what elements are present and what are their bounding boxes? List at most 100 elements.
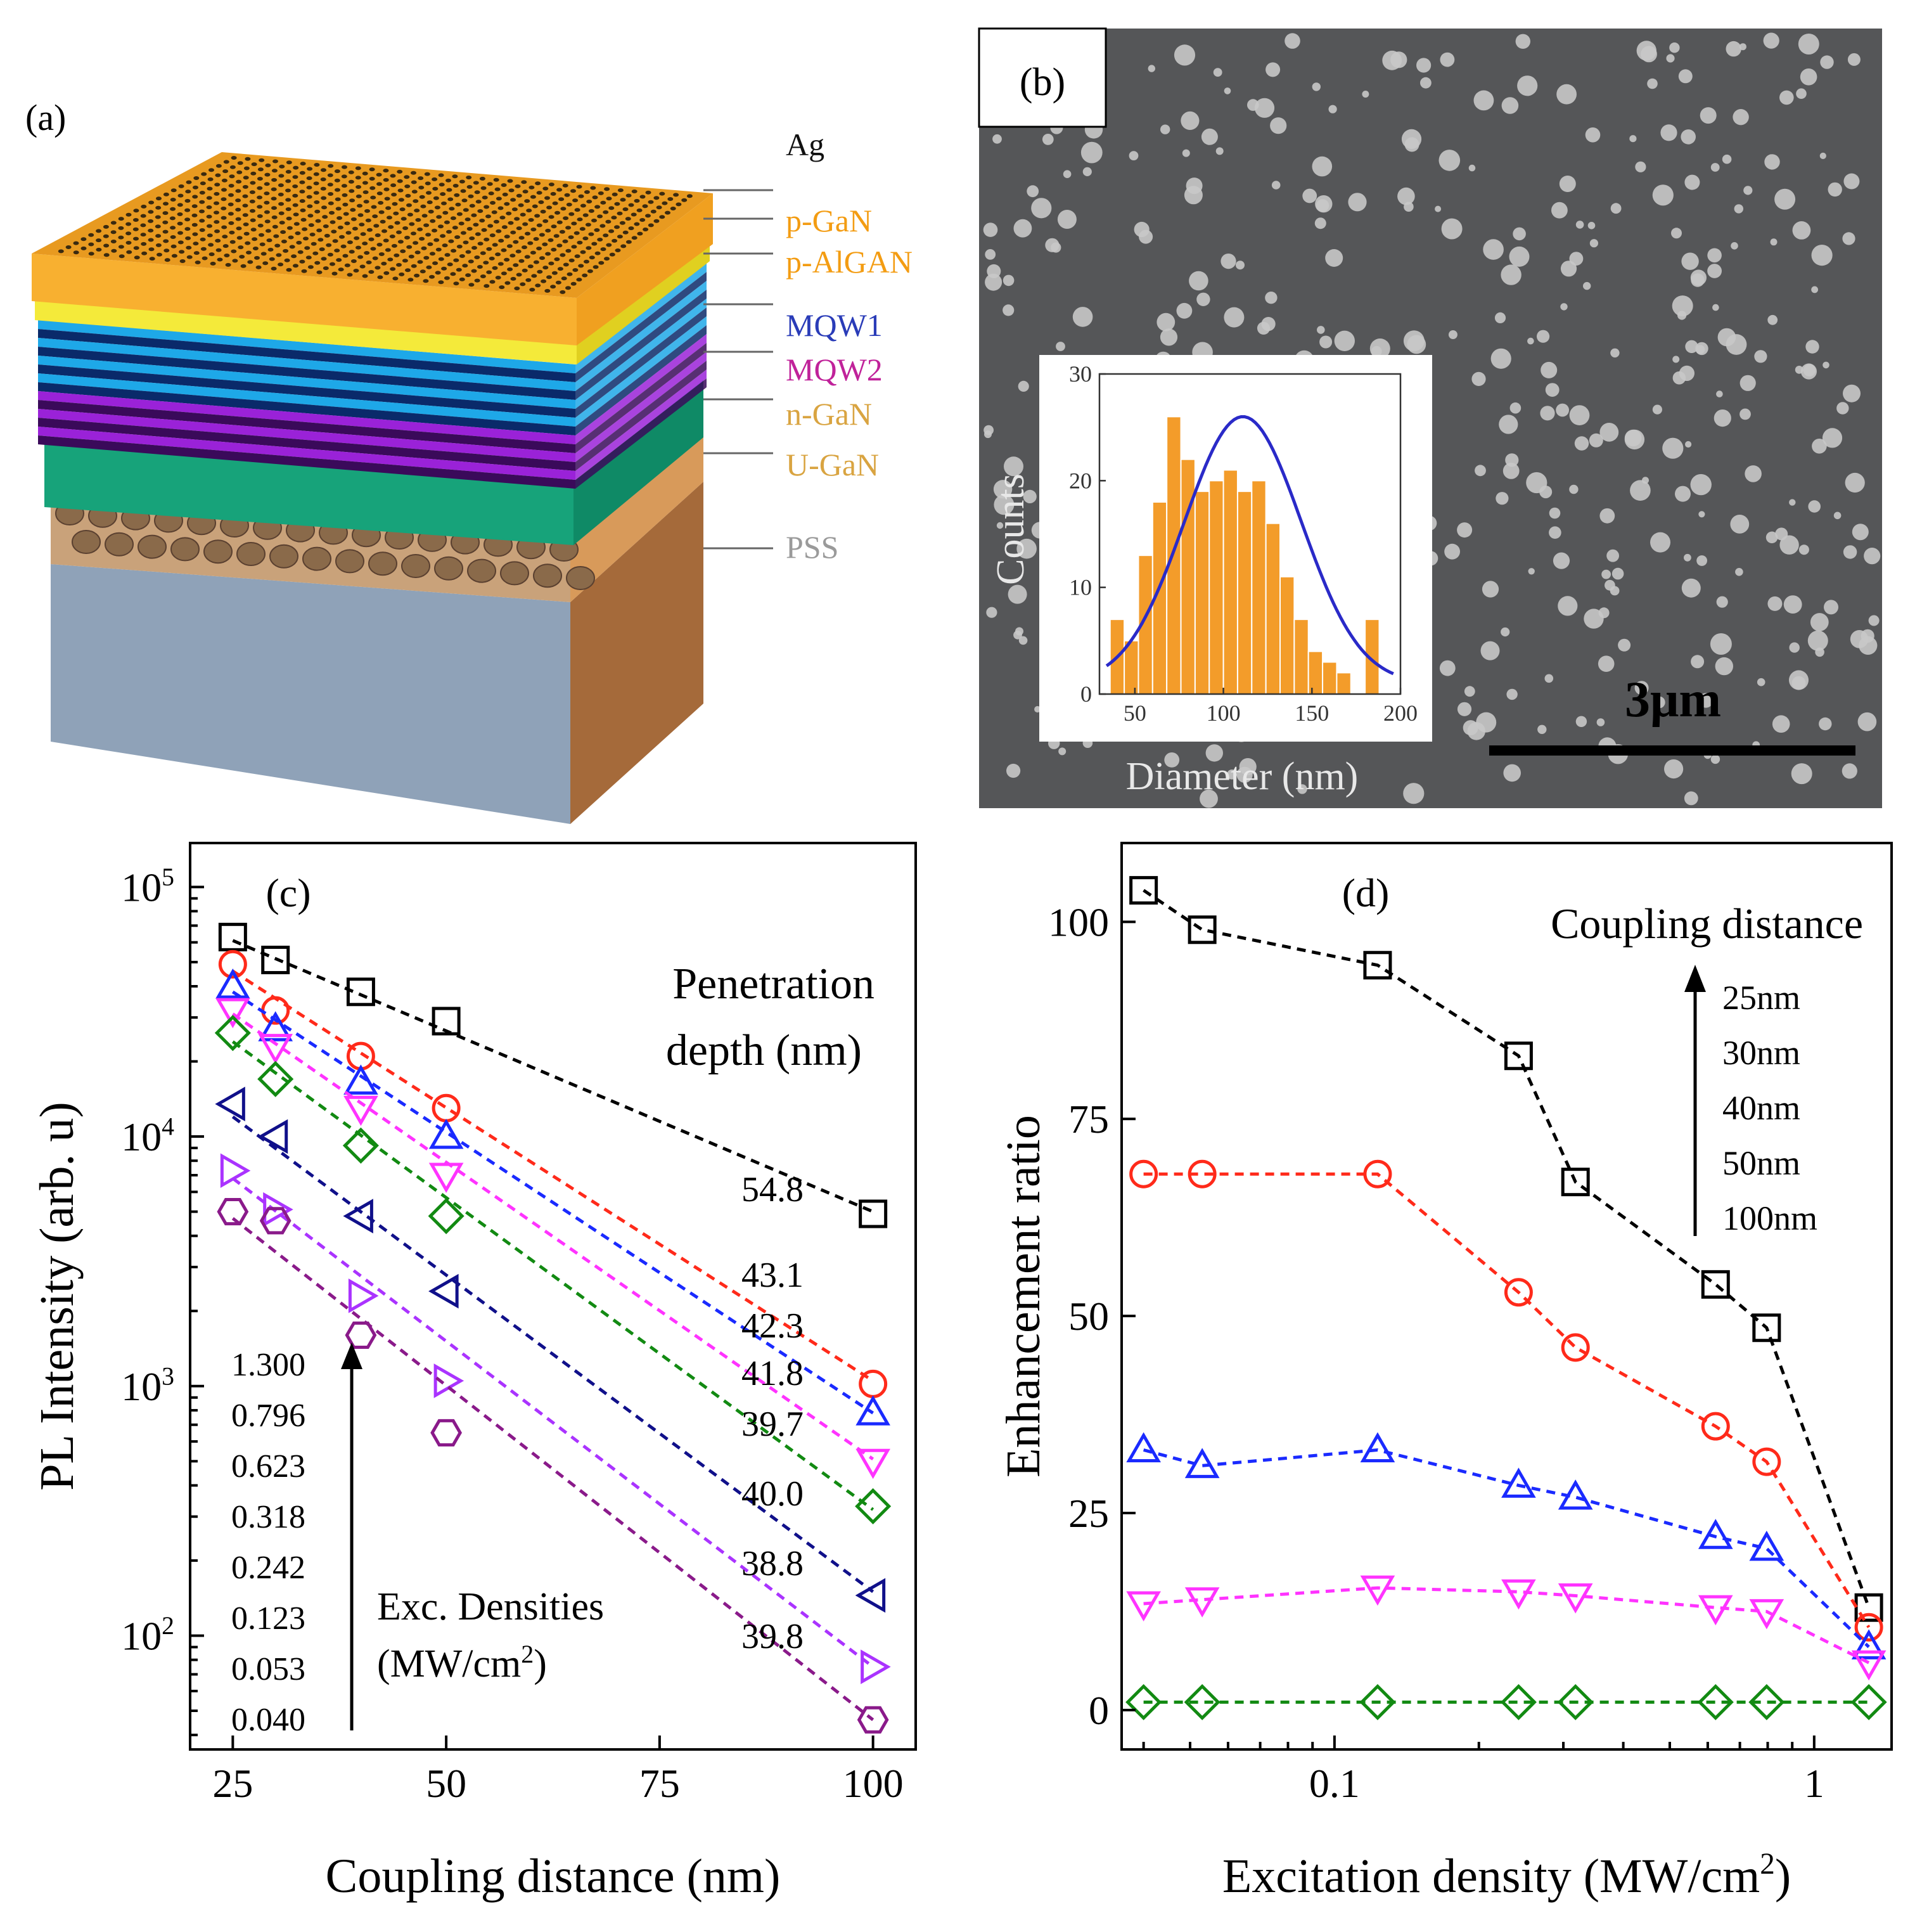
data-point-0.796 [432, 1093, 461, 1123]
ag-dot [295, 231, 301, 235]
data-point-50nm [1698, 1595, 1733, 1626]
fit-line-0.796 [232, 970, 874, 1382]
ag-dot [603, 210, 609, 214]
ag-dot [468, 194, 474, 198]
sem-particle [1843, 545, 1857, 559]
ytick-label: 75 [1068, 1097, 1109, 1142]
sem-particle [1685, 441, 1692, 448]
ag-dot [526, 209, 532, 213]
sem-particle [1501, 264, 1522, 285]
sem-particle [1599, 423, 1619, 442]
ag-dot [513, 240, 519, 244]
ag-dot [214, 229, 220, 233]
ag-dot [278, 202, 285, 206]
sem-particle [1691, 655, 1705, 669]
ag-dot [163, 202, 169, 206]
ag-dot [132, 218, 139, 222]
ag-dot [381, 261, 387, 266]
ag-dot [214, 201, 219, 205]
data-point-0.040 [345, 1321, 377, 1349]
sem-particle [1058, 747, 1067, 756]
ytick-label: 25 [1068, 1491, 1109, 1536]
ag-dot [362, 242, 368, 246]
sem-particle [1457, 522, 1473, 538]
ag-dot [285, 198, 292, 202]
data-point-30nm [1188, 1159, 1217, 1188]
ag-dot [73, 250, 79, 255]
histogram-bar [1222, 469, 1238, 695]
pss-bump [368, 551, 397, 576]
sem-particle [1499, 415, 1518, 434]
ag-dot [419, 195, 425, 199]
ag-dot [344, 221, 350, 226]
sem-particle [996, 522, 1004, 529]
data-point-30nm [1701, 1412, 1730, 1441]
ag-dot [542, 242, 548, 247]
sem-particle [1681, 129, 1696, 145]
ag-dot [362, 274, 368, 278]
ag-dot [348, 179, 354, 184]
data-point-30nm [1129, 1159, 1158, 1188]
sem-particle [1678, 69, 1693, 84]
ag-dot [566, 202, 572, 207]
ag-dot [299, 180, 305, 184]
ag-dot [383, 169, 389, 173]
ag-dot [460, 231, 466, 235]
sem-particle [1836, 402, 1849, 415]
sem-particle [1556, 403, 1570, 417]
ag-dot [199, 191, 205, 195]
ag-dot [418, 176, 424, 181]
panel-a-device-schematic: (a) Ag p-GaN p-AlGAN MQW1 MQW2 n-GaN U-GaN PSS [25, 97, 913, 824]
mqw-stripe-side [575, 272, 707, 382]
histogram-bar [1265, 522, 1281, 695]
ag-dot [224, 254, 230, 257]
ag-dot [305, 255, 312, 260]
sem-particle [1618, 638, 1631, 652]
sem-particle [1610, 586, 1620, 596]
panel-c-frame [189, 842, 917, 1751]
data-point-0.623 [258, 1011, 293, 1041]
ag-dot [507, 267, 513, 271]
sem-particle [1589, 239, 1598, 248]
sem-particle [1403, 330, 1425, 352]
ag-dot [480, 274, 486, 278]
ag-dot [433, 238, 440, 242]
sem-particle [1789, 499, 1796, 506]
sem-particle [1045, 238, 1060, 252]
ag-dot [376, 182, 382, 186]
ag-dot [283, 248, 289, 253]
data-point-0.242 [257, 1060, 294, 1097]
sem-particle [1845, 472, 1865, 493]
sem-particle [1319, 335, 1333, 349]
sem-particle [1480, 641, 1500, 660]
ag-dot [580, 250, 586, 254]
ag-dot [419, 236, 425, 241]
sem-particle [1764, 154, 1780, 170]
ag-dot [468, 259, 474, 264]
sem-particle [1448, 330, 1458, 339]
ag-dot [492, 266, 498, 270]
inset-ytick-label: 20 [1069, 468, 1092, 493]
sem-particle [1792, 221, 1811, 240]
ag-dot [432, 261, 439, 266]
ag-dot [673, 193, 679, 197]
ag-dot [292, 175, 298, 179]
ag-dot [397, 240, 404, 244]
exc-density-label: 0.242 [231, 1550, 305, 1586]
ag-dot [354, 236, 360, 240]
ag-dot [404, 175, 410, 179]
ag-dot [578, 194, 584, 198]
ag-dot [425, 233, 432, 237]
ag-dot [193, 185, 198, 190]
ag-dot [292, 184, 298, 188]
sem-particle [1057, 210, 1077, 229]
ag-dot [574, 254, 580, 259]
ag-dot [331, 229, 337, 234]
ag-dot [571, 245, 577, 249]
sem-particle [1482, 581, 1499, 598]
ag-dot [185, 236, 191, 240]
ag-dot [58, 249, 64, 254]
ag-dot [236, 226, 242, 231]
sem-particle [1444, 543, 1461, 560]
ag-dot [536, 191, 542, 195]
